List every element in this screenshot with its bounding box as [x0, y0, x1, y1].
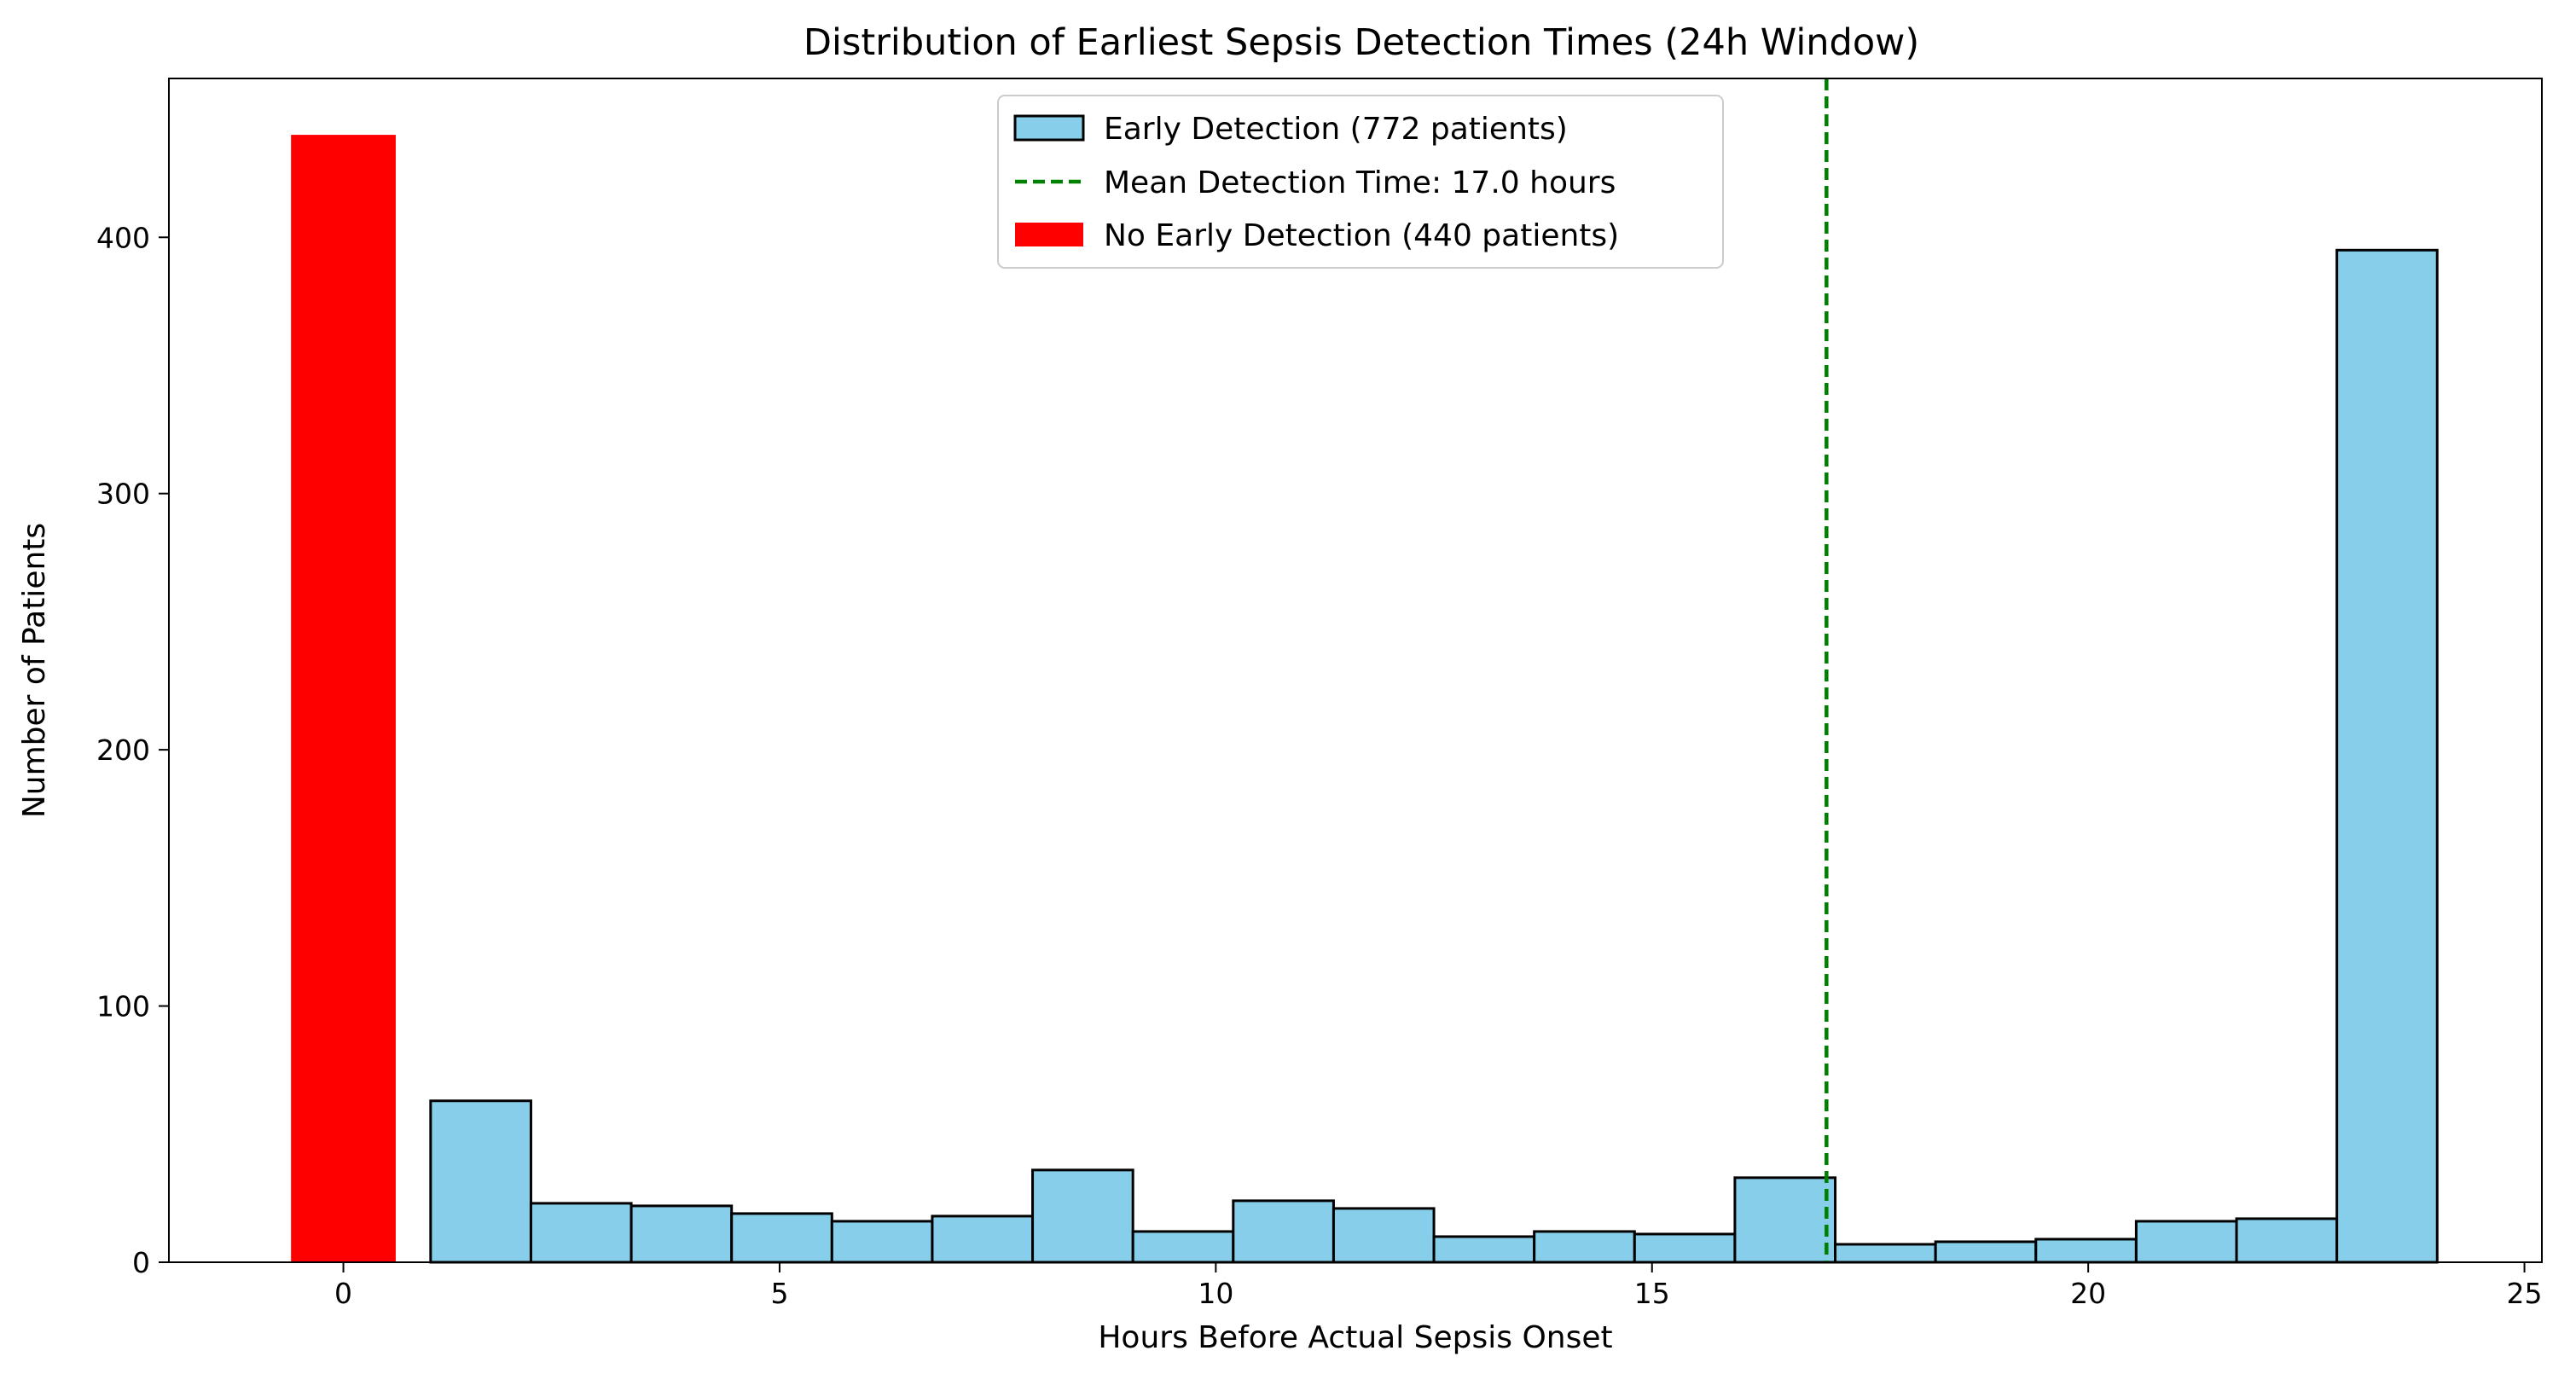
- histogram-bar: [429, 1099, 532, 1264]
- histogram-bar: [2134, 1220, 2238, 1264]
- legend: Early Detection (772 patients) Mean Detec…: [997, 95, 1724, 269]
- legend-label: Early Detection (772 patients): [1104, 112, 1568, 147]
- histogram-bar: [931, 1214, 1035, 1264]
- histogram-bar: [1232, 1199, 1335, 1264]
- y-tick-label: 400: [96, 221, 150, 254]
- x-tick-label: 10: [1198, 1277, 1233, 1310]
- x-axis-label: Hours Before Actual Sepsis Onset: [1098, 1320, 1612, 1355]
- histogram-bar: [830, 1220, 934, 1264]
- legend-swatch-no-early-detection: [1015, 223, 1083, 246]
- y-tick-label: 0: [132, 1246, 150, 1279]
- x-tick-label: 20: [2070, 1277, 2106, 1310]
- histogram-bar: [529, 1202, 633, 1264]
- x-tick-label: 5: [770, 1277, 788, 1310]
- histogram-bar: [1733, 1176, 1837, 1264]
- histogram-bar: [1432, 1235, 1536, 1264]
- legend-swatch-early-detection: [1013, 114, 1085, 142]
- y-tick-label: 100: [96, 990, 150, 1023]
- bar-no-early-detection: [291, 135, 396, 1263]
- y-tick-label: 300: [96, 478, 150, 511]
- legend-label: Mean Detection Time: 17.0 hours: [1104, 165, 1616, 200]
- histogram-bar: [2235, 1217, 2339, 1264]
- y-tick-label: 200: [96, 733, 150, 767]
- plot-marks: [291, 78, 2439, 1264]
- histogram-bar: [1031, 1168, 1134, 1264]
- x-tick-label: 0: [334, 1277, 352, 1310]
- axes-frame: [168, 78, 2543, 1263]
- histogram-bar: [2335, 248, 2439, 1264]
- legend-label: No Early Detection (440 patients): [1104, 218, 1619, 253]
- histogram-bar: [2034, 1238, 2138, 1264]
- chart-title: Distribution of Earliest Sepsis Detectio…: [804, 21, 1919, 64]
- histogram-bar: [1934, 1240, 2038, 1264]
- histogram-bar: [1834, 1243, 1937, 1264]
- histogram-bar: [730, 1212, 833, 1264]
- x-tick-label: 15: [1634, 1277, 1670, 1310]
- axis-ticks: 0 5 10 15 20 25 0 100 200 300 400: [96, 221, 2543, 1310]
- legend-box: [997, 95, 1724, 269]
- histogram-bar: [629, 1204, 734, 1264]
- histogram-bar: [1332, 1207, 1436, 1264]
- histogram-bar: [1533, 1230, 1636, 1264]
- histogram-bar: [1633, 1232, 1737, 1264]
- x-tick-label: 25: [2507, 1277, 2543, 1310]
- y-axis-label: Number of Patients: [17, 523, 52, 818]
- histogram-bar: [1131, 1230, 1235, 1264]
